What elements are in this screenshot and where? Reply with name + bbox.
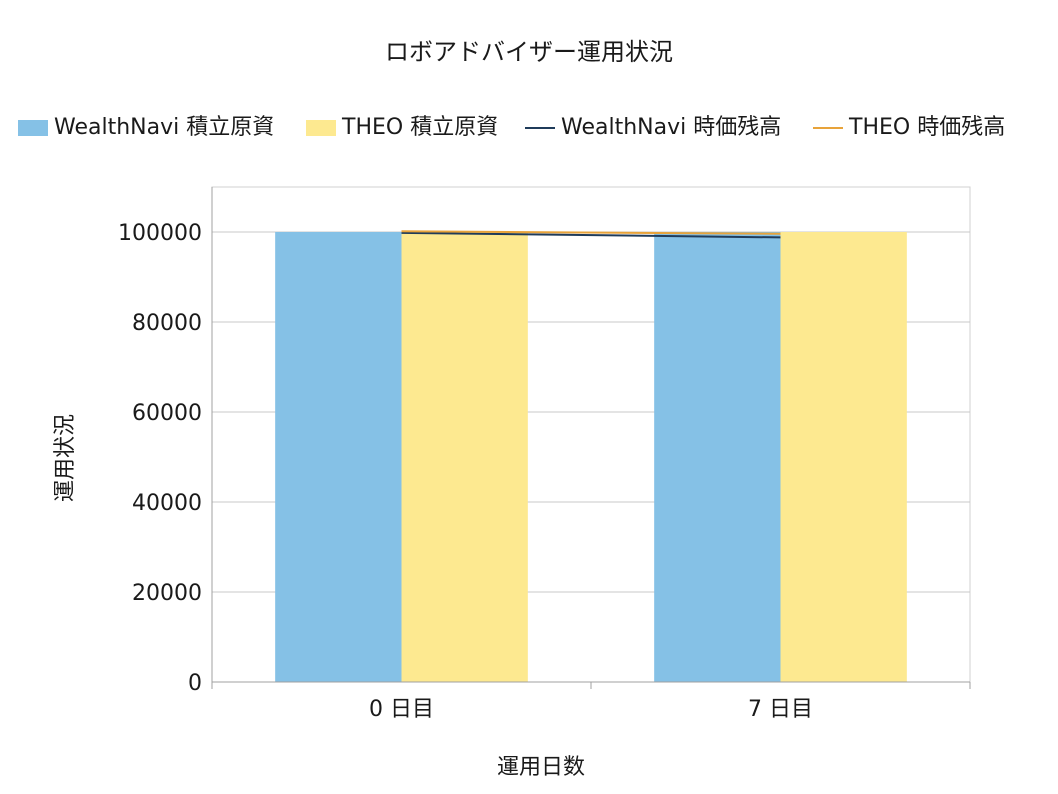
x-axis-label: 運用日数 bbox=[497, 755, 585, 780]
x-tick-label: 7 日目 bbox=[748, 697, 813, 722]
legend-label-wealthnavi-value: WealthNavi 時価残高 bbox=[561, 115, 781, 140]
series-line bbox=[401, 230, 781, 235]
series-lines bbox=[401, 230, 781, 239]
x-tick-label: 0 日目 bbox=[369, 697, 434, 722]
legend-label-theo-value: THEO 時価残高 bbox=[848, 115, 1005, 140]
y-tick-label: 20000 bbox=[132, 581, 202, 606]
y-tick-label: 0 bbox=[188, 671, 202, 696]
y-tick-label: 40000 bbox=[132, 491, 202, 516]
legend-swatch-theo-principal bbox=[306, 120, 336, 136]
y-tick-label: 80000 bbox=[132, 311, 202, 336]
x-tick-labels: 0 日目 7 日目 bbox=[369, 697, 813, 722]
y-axis-label: 運用状況 bbox=[53, 414, 78, 502]
bars bbox=[275, 232, 907, 682]
axes bbox=[211, 187, 971, 689]
series-line bbox=[401, 231, 781, 239]
legend: WealthNavi 積立原資 THEO 積立原資 WealthNavi 時価残… bbox=[18, 115, 1005, 140]
legend-label-theo-principal: THEO 積立原資 bbox=[341, 115, 498, 140]
legend-swatch-wealthnavi-principal bbox=[18, 120, 48, 136]
bar bbox=[780, 232, 907, 682]
y-tick-labels: 0 20000 40000 60000 80000 100000 bbox=[118, 221, 202, 696]
y-tick-label: 100000 bbox=[118, 221, 202, 246]
bar bbox=[654, 232, 781, 682]
y-tick-label: 60000 bbox=[132, 401, 202, 426]
bar bbox=[275, 232, 402, 682]
chart-title: ロボアドバイザー運用状況 bbox=[385, 38, 673, 66]
bar bbox=[401, 232, 528, 682]
legend-label-wealthnavi-principal: WealthNavi 積立原資 bbox=[54, 115, 274, 140]
